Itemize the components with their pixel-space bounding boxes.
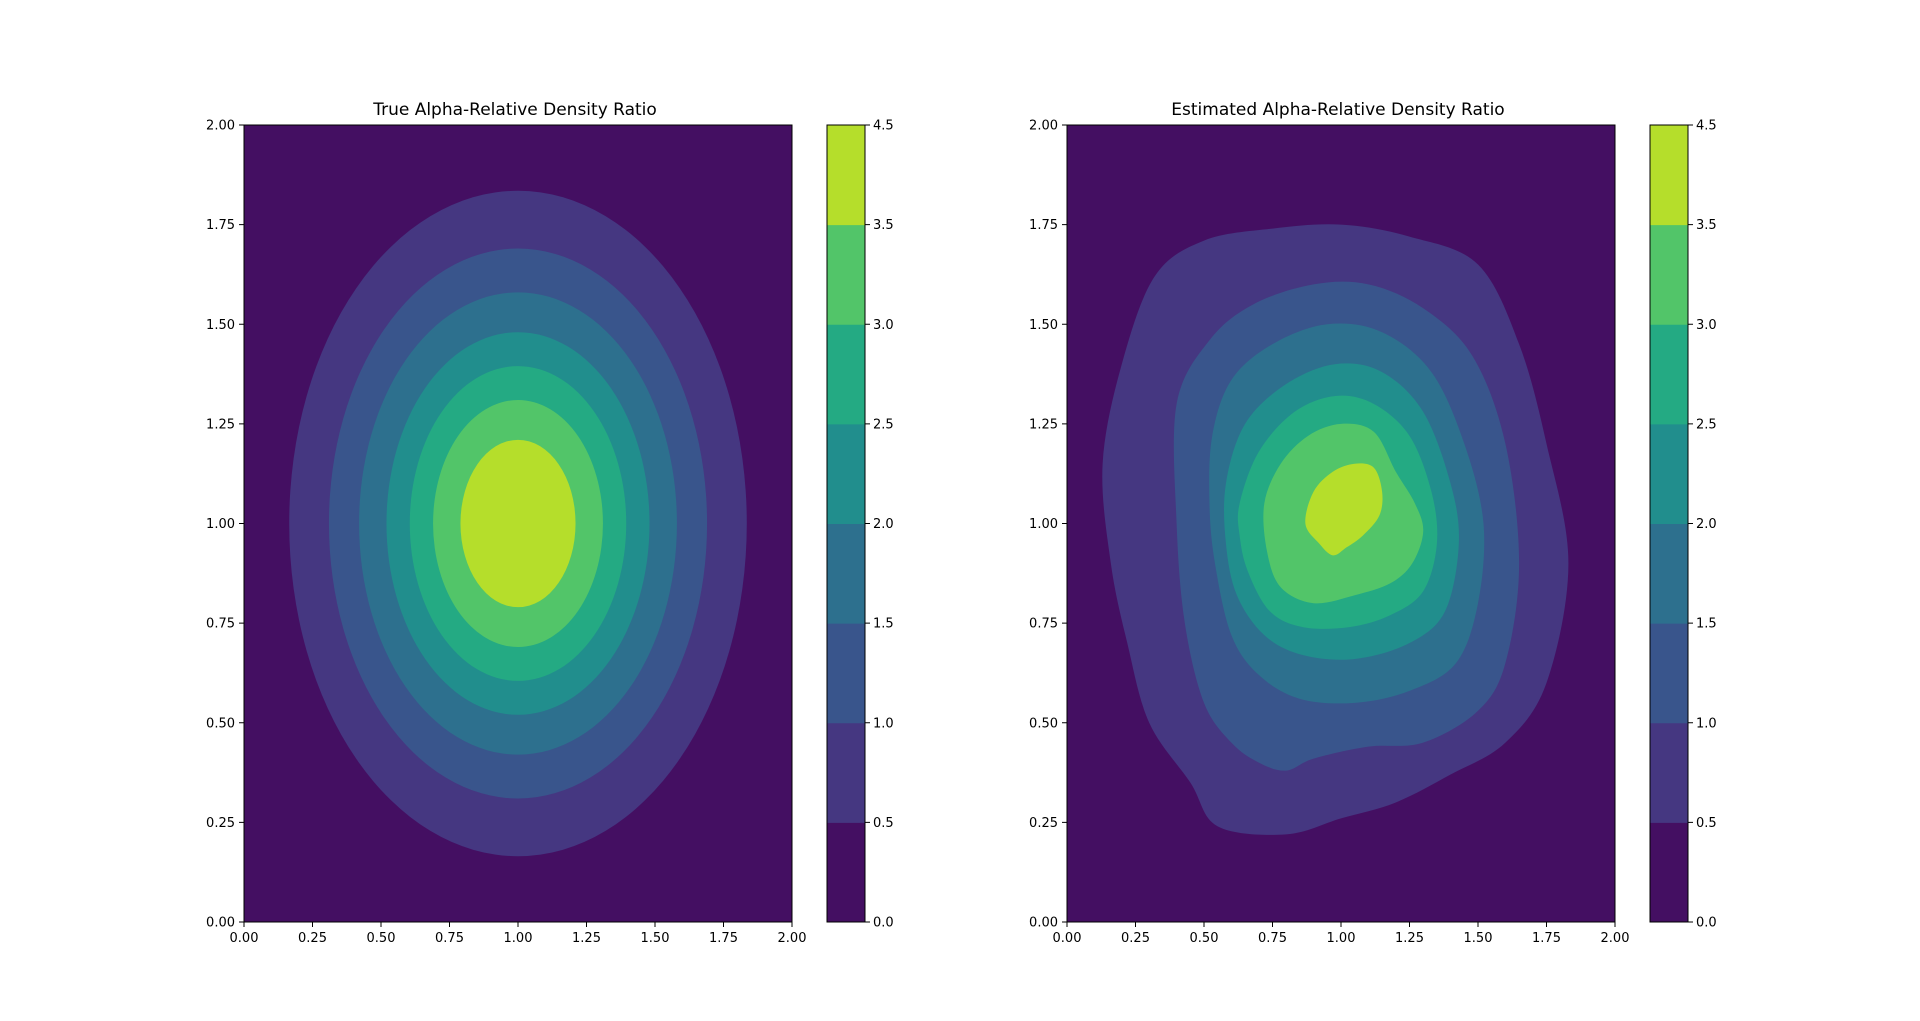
right-colorbar-tick-label: 2.0 <box>1696 517 1717 532</box>
left-x-axis: 0.00 0.25 0.50 0.75 1.00 1.25 1.50 1.75 2.00 <box>230 922 807 946</box>
right-colorbar-segment <box>1650 125 1688 226</box>
right-colorbar-tick-label: 2.5 <box>1696 417 1717 432</box>
right-colorbar-tick-label: 0.0 <box>1696 916 1717 931</box>
right-colorbar-segment <box>1650 623 1688 724</box>
left-colorbar-segment <box>827 324 865 425</box>
right-y-tick-label: 0.25 <box>1029 816 1058 831</box>
left-colorbar-tick-label: 2.5 <box>873 417 894 432</box>
left-contour-band-7 <box>460 439 576 608</box>
left-chart-title: True Alpha-Relative Density Ratio <box>372 100 657 120</box>
right-x-tick-label: 1.00 <box>1327 931 1356 946</box>
right-colorbar-tick-label: 0.5 <box>1696 816 1717 831</box>
left-x-tick-label: 0.50 <box>367 931 396 946</box>
right-colorbar-segment <box>1650 722 1688 823</box>
right-colorbar-tick-label: 1.0 <box>1696 716 1717 731</box>
left-y-axis: 0.00 0.25 0.50 0.75 1.00 1.25 1.50 1.75 2.00 <box>206 119 244 931</box>
left-x-tick-label: 0.75 <box>435 931 464 946</box>
left-y-tick-label: 0.25 <box>206 816 235 831</box>
left-colorbar-tick-label: 2.0 <box>873 517 894 532</box>
left-colorbar-segment <box>827 623 865 724</box>
right-colorbar-tick-label: 3.5 <box>1696 218 1717 233</box>
left-y-tick-label: 1.50 <box>206 318 235 333</box>
left-y-tick-label: 0.50 <box>206 716 235 731</box>
right-y-tick-label: 2.00 <box>1029 119 1058 134</box>
right-y-tick-label: 1.50 <box>1029 318 1058 333</box>
right-contour-band-7 <box>1305 463 1383 556</box>
right-chart-title: Estimated Alpha-Relative Density Ratio <box>1171 100 1504 120</box>
right-colorbar-segment <box>1650 822 1688 923</box>
right-chart: Estimated Alpha-Relative Density Ratio 0… <box>1029 100 1717 946</box>
left-colorbar-tick-label: 4.5 <box>873 119 894 134</box>
left-colorbar-segment <box>827 125 865 226</box>
right-x-tick-label: 0.00 <box>1053 931 1082 946</box>
right-colorbar-segment <box>1650 423 1688 524</box>
right-plot-area <box>1066 124 1616 923</box>
right-x-tick-label: 2.00 <box>1601 931 1630 946</box>
left-colorbar-segment <box>827 822 865 923</box>
left-chart: True Alpha-Relative Density Ratio 0.00 0.… <box>206 100 894 946</box>
left-x-tick-label: 1.25 <box>572 931 601 946</box>
right-colorbar-tick-label: 4.5 <box>1696 119 1717 134</box>
right-y-tick-label: 0.50 <box>1029 716 1058 731</box>
left-colorbar-tick-label: 1.0 <box>873 716 894 731</box>
left-y-tick-label: 2.00 <box>206 119 235 134</box>
left-colorbar: 0.0 0.5 1.0 1.5 2.0 2.5 3.0 3.5 4.5 <box>826 119 894 931</box>
left-colorbar-segment <box>827 722 865 823</box>
left-x-tick-label: 1.75 <box>709 931 738 946</box>
right-x-tick-label: 1.50 <box>1464 931 1493 946</box>
left-colorbar-tick-label: 3.5 <box>873 218 894 233</box>
right-x-tick-label: 0.50 <box>1190 931 1219 946</box>
right-y-axis: 0.00 0.25 0.50 0.75 1.00 1.25 1.50 1.75 2.00 <box>1029 119 1067 931</box>
left-x-tick-label: 1.50 <box>641 931 670 946</box>
right-x-tick-label: 1.25 <box>1395 931 1424 946</box>
left-y-tick-label: 0.75 <box>206 617 235 632</box>
right-colorbar-segment <box>1650 224 1688 325</box>
left-x-tick-label: 2.00 <box>778 931 807 946</box>
right-x-tick-label: 0.25 <box>1121 931 1150 946</box>
left-colorbar-segment <box>827 523 865 624</box>
right-y-tick-label: 1.00 <box>1029 517 1058 532</box>
right-x-tick-label: 1.75 <box>1532 931 1561 946</box>
left-colorbar-tick-label: 0.5 <box>873 816 894 831</box>
left-plot-area <box>243 124 793 923</box>
right-y-tick-label: 0.75 <box>1029 617 1058 632</box>
left-colorbar-segment <box>827 224 865 325</box>
left-y-tick-label: 1.00 <box>206 517 235 532</box>
right-colorbar: 0.0 0.5 1.0 1.5 2.0 2.5 3.0 3.5 4.5 <box>1649 119 1717 931</box>
left-colorbar-tick-label: 1.5 <box>873 617 894 632</box>
right-colorbar-segment <box>1650 523 1688 624</box>
right-y-tick-label: 1.75 <box>1029 218 1058 233</box>
right-x-axis: 0.00 0.25 0.50 0.75 1.00 1.25 1.50 1.75 2.00 <box>1053 922 1630 946</box>
left-colorbar-segment <box>827 423 865 524</box>
right-colorbar-segment <box>1650 324 1688 425</box>
left-y-tick-label: 1.25 <box>206 417 235 432</box>
left-colorbar-tick-label: 3.0 <box>873 318 894 333</box>
left-x-tick-label: 0.00 <box>230 931 259 946</box>
left-x-tick-label: 1.00 <box>504 931 533 946</box>
right-y-tick-label: 1.25 <box>1029 417 1058 432</box>
right-y-tick-label: 0.00 <box>1029 916 1058 931</box>
left-x-tick-label: 0.25 <box>298 931 327 946</box>
right-x-tick-label: 0.75 <box>1258 931 1287 946</box>
right-colorbar-tick-label: 3.0 <box>1696 318 1717 333</box>
right-colorbar-tick-label: 1.5 <box>1696 617 1717 632</box>
left-y-tick-label: 0.00 <box>206 916 235 931</box>
left-y-tick-label: 1.75 <box>206 218 235 233</box>
left-colorbar-tick-label: 0.0 <box>873 916 894 931</box>
